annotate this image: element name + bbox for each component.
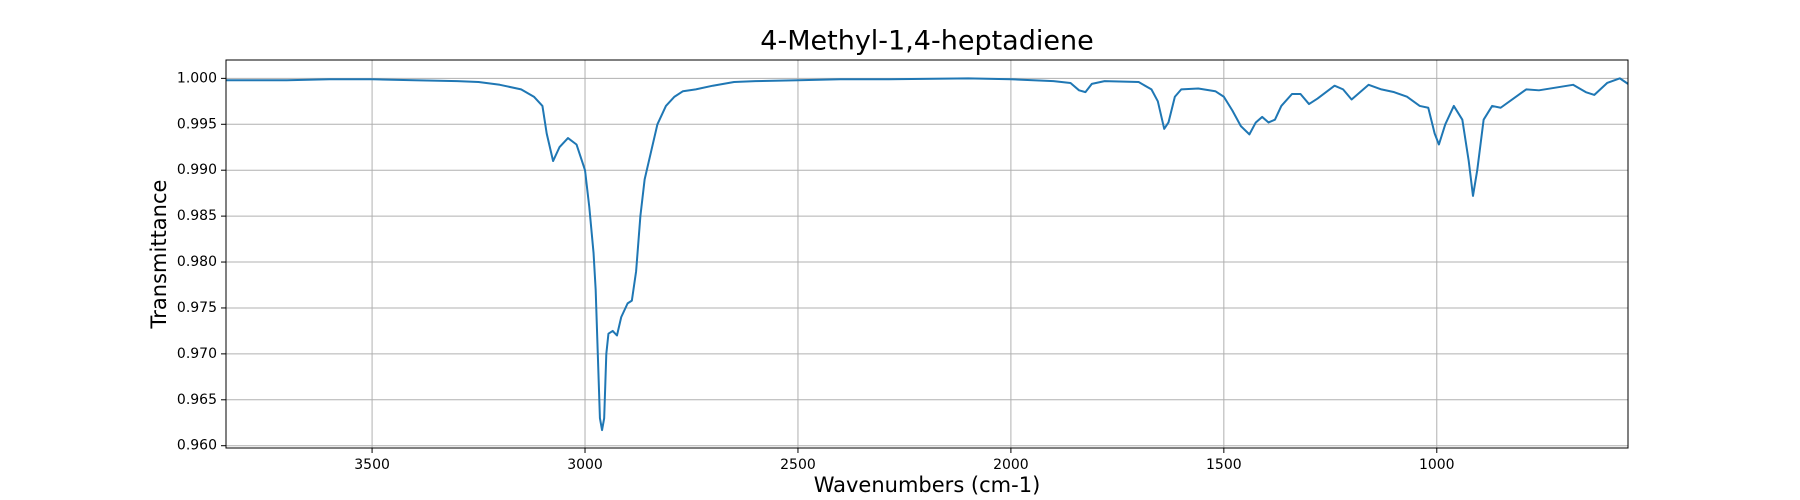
x-tick-label: 3000 — [567, 457, 603, 473]
y-tick-label: 1.000 — [177, 70, 217, 86]
y-tick-label: 0.990 — [177, 162, 217, 178]
x-tick-label: 2500 — [780, 457, 816, 473]
x-tick-label: 1000 — [1419, 457, 1455, 473]
x-tick-label: 2000 — [993, 457, 1029, 473]
y-tick-label: 0.970 — [177, 346, 217, 362]
y-tick-label: 0.965 — [177, 392, 217, 408]
y-tick-label: 0.975 — [177, 300, 217, 316]
y-tick-label: 0.995 — [177, 116, 217, 132]
plot-frame — [225, 59, 1629, 449]
x-tick-label: 1500 — [1206, 457, 1242, 473]
chart-title: 4-Methyl-1,4-heptadiene — [760, 26, 1093, 57]
spectrum-line — [226, 77, 1629, 432]
y-tick-label: 0.985 — [177, 208, 217, 224]
x-axis-label: Wavenumbers (cm-1) — [814, 473, 1041, 497]
y-tick-label: 0.980 — [177, 254, 217, 270]
x-tick-label: 3500 — [354, 457, 390, 473]
y-axis-label: Transmittance — [147, 180, 171, 330]
y-tick-label: 0.960 — [177, 438, 217, 454]
